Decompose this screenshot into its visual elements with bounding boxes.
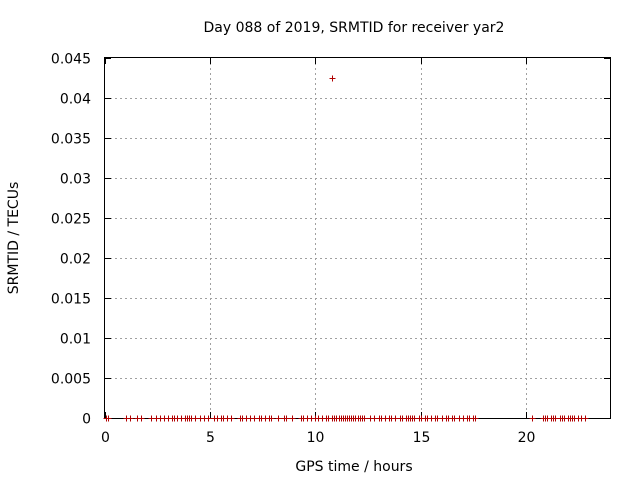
- data-point: [228, 415, 235, 422]
- x-axis-label: GPS time / hours: [295, 459, 412, 475]
- data-point: [283, 415, 290, 422]
- chart-title: Day 088 of 2019, SRMTID for receiver yar…: [204, 20, 505, 36]
- y-tick-label: 0.01: [60, 332, 91, 348]
- y-tick-label: 0.02: [60, 252, 91, 268]
- data-point: [275, 415, 282, 422]
- x-tick-label: 15: [413, 430, 431, 446]
- x-tick-label: 10: [307, 430, 325, 446]
- data-markers: [103, 75, 589, 422]
- data-point: [361, 415, 368, 422]
- x-tick-label: 0: [101, 430, 110, 446]
- y-tick-label: 0.035: [51, 132, 91, 148]
- grid: [105, 58, 610, 418]
- plot-frame: [104, 57, 611, 419]
- data-point: [105, 415, 112, 422]
- data-point: [268, 415, 275, 422]
- data-point: [205, 415, 212, 422]
- data-point: [529, 415, 536, 422]
- x-tick-label: 20: [518, 430, 536, 446]
- y-tick-label: 0.005: [51, 372, 91, 388]
- y-axis-label: SRMTID / TECUs: [6, 182, 22, 295]
- data-point: [582, 415, 589, 422]
- y-tick-label: 0.04: [60, 92, 91, 108]
- y-tick-label: 0.045: [51, 52, 91, 68]
- y-tick-label: 0: [82, 412, 91, 428]
- data-point: [472, 415, 479, 422]
- data-point: [289, 415, 296, 422]
- y-tick-label: 0.015: [51, 292, 91, 308]
- y-tick-label: 0.03: [60, 172, 91, 188]
- data-point: [138, 415, 145, 422]
- data-point: [127, 415, 134, 422]
- data-point: [329, 75, 336, 82]
- y-tick-label: 0.025: [51, 212, 91, 228]
- x-tick-label: 5: [206, 430, 215, 446]
